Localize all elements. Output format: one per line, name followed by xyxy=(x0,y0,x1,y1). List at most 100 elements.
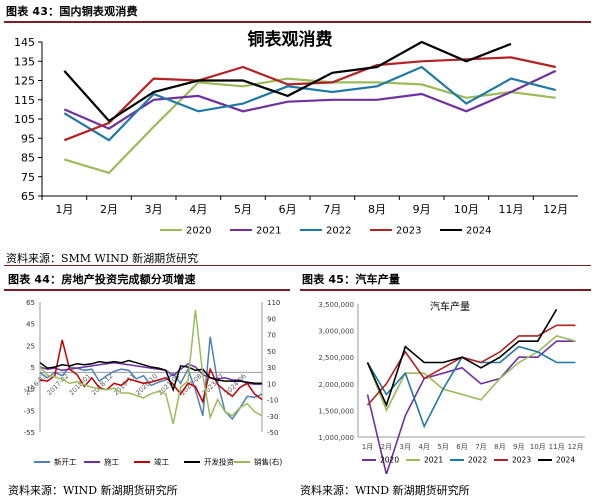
fig45-legend-label: 2024 xyxy=(556,456,575,465)
fig44-series-施工 xyxy=(39,361,262,386)
fig45-x-tick-label: 8月 xyxy=(494,443,505,451)
fig43-x-tick-label: 8月 xyxy=(368,203,386,216)
fig44-left-tick-label: 5 xyxy=(31,364,35,372)
fig43-y-tick-label: 95 xyxy=(21,132,35,145)
fig45-y-tick-label: 2,500,000 xyxy=(318,354,354,362)
fig43-x-tick-label: 1月 xyxy=(55,203,73,216)
fig44-right-tick-label: -30 xyxy=(267,413,278,421)
fig44-left-tick-label: 45 xyxy=(26,321,35,329)
fig43-x-tick-label: 4月 xyxy=(189,203,207,216)
fig43-y-tick-label: 115 xyxy=(14,94,35,107)
fig45-legend-label: 2022 xyxy=(468,456,487,465)
fig45-series-2020 xyxy=(366,340,576,474)
fig45-legend-label: 2020 xyxy=(380,456,399,465)
fig43-x-tick-label: 12月 xyxy=(543,203,568,216)
fig44-left-tick-label: -15 xyxy=(24,386,35,394)
fig43-y-tick-label: 135 xyxy=(14,55,35,68)
fig43-legend-label: 2023 xyxy=(396,226,421,237)
fig44-right-tick-label: 90 xyxy=(267,315,276,323)
fig44-header-rule xyxy=(4,289,290,291)
fig45-legend-label: 2023 xyxy=(512,456,531,465)
fig43-y-tick-label: 85 xyxy=(21,152,35,165)
fig45-chart-title: 汽车产量 xyxy=(430,300,470,313)
fig43-x-tick-label: 2月 xyxy=(100,203,118,216)
fig43-source-rule xyxy=(4,265,591,266)
fig43-x-tick-label: 11月 xyxy=(499,203,524,216)
fig45-x-tick-label: 10月 xyxy=(530,443,546,451)
fig44-x-tick-label: 2018-01 xyxy=(68,372,93,397)
fig43-series-2024 xyxy=(63,40,512,123)
fig44-right-tick-label: 10 xyxy=(267,380,276,388)
fig43-x-tick-label: 5月 xyxy=(234,203,252,216)
fig44-series-销售(右) xyxy=(39,310,263,425)
fig43-legend-label: 2021 xyxy=(256,226,281,237)
fig45-x-tick-label: 4月 xyxy=(418,443,429,451)
fig45-x-tick-label: 6月 xyxy=(456,443,467,451)
fig44-source: 资料来源：WIND 新湖期货研究所 xyxy=(8,484,178,497)
fig43-x-tick-label: 9月 xyxy=(413,203,431,216)
fig44-series-开发投资 xyxy=(39,359,262,393)
fig43-series-2023 xyxy=(63,56,556,142)
fig45-header: 图表 45：汽车产量 xyxy=(302,273,401,286)
fig45-x-tick-label: 11月 xyxy=(549,443,565,451)
fig44-chart: -55 -35 -15 5 25 45 65 -50 -30 -10 10 30 50 70 90 110 20… xyxy=(23,299,282,467)
fig44-legend-label: 销售(右) xyxy=(254,457,282,467)
fig45-header-rule xyxy=(300,289,591,291)
fig44-legend-label: 新开工 xyxy=(54,457,77,467)
fig45-x-tick-label: 3月 xyxy=(400,443,411,451)
fig43-chart-title: 铜表观消费 xyxy=(248,29,333,50)
fig44-series-竣工 xyxy=(39,339,263,404)
fig43-series-2020 xyxy=(63,77,556,175)
fig44-right-tick-label: 70 xyxy=(267,332,276,340)
fig43-header-rule xyxy=(4,21,591,23)
fig44-right-tick-label: -50 xyxy=(267,429,278,437)
fig43-legend-label: 2022 xyxy=(326,226,351,237)
fig44-left-tick-label: 65 xyxy=(26,299,35,307)
fig44-x-tick-label: 2020-10 xyxy=(134,372,159,397)
fig44-header: 图表 44：房地产投资完成额分项增速 xyxy=(8,273,196,286)
fig43-series-2022 xyxy=(63,65,556,142)
fig45-source: 资料来源：WIND 新湖期货研究所 xyxy=(300,484,470,497)
fig43-series-2021 xyxy=(63,69,557,130)
fig45-y-tick-label: 1,000,000 xyxy=(318,434,354,442)
fig44-legend-label: 施工 xyxy=(104,457,119,467)
fig45-x-tick-label: 5月 xyxy=(437,443,448,451)
fig43-x-tick-label: 10月 xyxy=(454,203,479,216)
fig43-y-tick-label: 65 xyxy=(21,190,35,203)
fig45-series-2021 xyxy=(366,335,576,413)
fig45-legend-label: 2021 xyxy=(424,456,443,465)
fig45-series-2024 xyxy=(366,308,558,408)
fig43-source: 资料来源：SMM WIND 新湖期货研究 xyxy=(6,252,199,265)
fig45-y-tick-label: 3,000,000 xyxy=(318,328,354,336)
fig44-right-tick-label: 30 xyxy=(267,364,276,372)
fig45-x-tick-label: 7月 xyxy=(475,443,486,451)
fig43-header: 图表 43：国内铜表观消费 xyxy=(6,5,138,18)
fig45-x-tick-label: 12月 xyxy=(568,443,584,451)
fig45-chart: 1,000,000 1,500,000 2,000,000 2,500,000 3,00… xyxy=(318,300,585,474)
fig45-y-tick-label: 3,500,000 xyxy=(318,301,354,309)
fig44-right-tick-label: 50 xyxy=(267,348,276,356)
fig43-x-tick-label: 6月 xyxy=(279,203,297,216)
fig44-left-tick-label: 25 xyxy=(26,342,35,350)
fig44-legend-label: 竣工 xyxy=(154,457,169,467)
fig43-x-tick-label: 7月 xyxy=(323,203,341,216)
fig43-legend-label: 2020 xyxy=(186,226,211,237)
fig43-y-tick-label: 125 xyxy=(14,75,35,88)
fig45-y-tick-label: 2,000,000 xyxy=(318,381,354,389)
fig44-left-tick-label: -55 xyxy=(24,429,35,437)
fig45-x-tick-label: 9月 xyxy=(513,443,524,451)
fig45-x-tick-label: 2月 xyxy=(381,443,392,451)
fig44-right-tick-label: -10 xyxy=(267,397,278,405)
fig44-x-tick-label: 2018-12 xyxy=(90,372,115,397)
fig44-right-tick-label: 110 xyxy=(267,299,280,307)
fig43-x-tick-label: 3月 xyxy=(145,203,163,216)
fig45-y-tick-label: 1,500,000 xyxy=(318,407,354,415)
fig44-left-tick-label: -35 xyxy=(24,407,35,415)
fig44-legend-label: 开发投资 xyxy=(204,457,234,467)
fig43-legend-label: 2024 xyxy=(466,226,491,237)
fig43-chart: 65 75 85 95 105 115 125 135 145 1月 2月 3月 4月 5月 6月 7月 8月 9… xyxy=(14,29,578,237)
fig43-y-tick-label: 145 xyxy=(14,36,35,49)
fig43-y-tick-label: 105 xyxy=(14,113,35,126)
fig45-x-tick-label: 1月 xyxy=(362,443,373,451)
fig43-y-tick-label: 75 xyxy=(21,171,35,184)
